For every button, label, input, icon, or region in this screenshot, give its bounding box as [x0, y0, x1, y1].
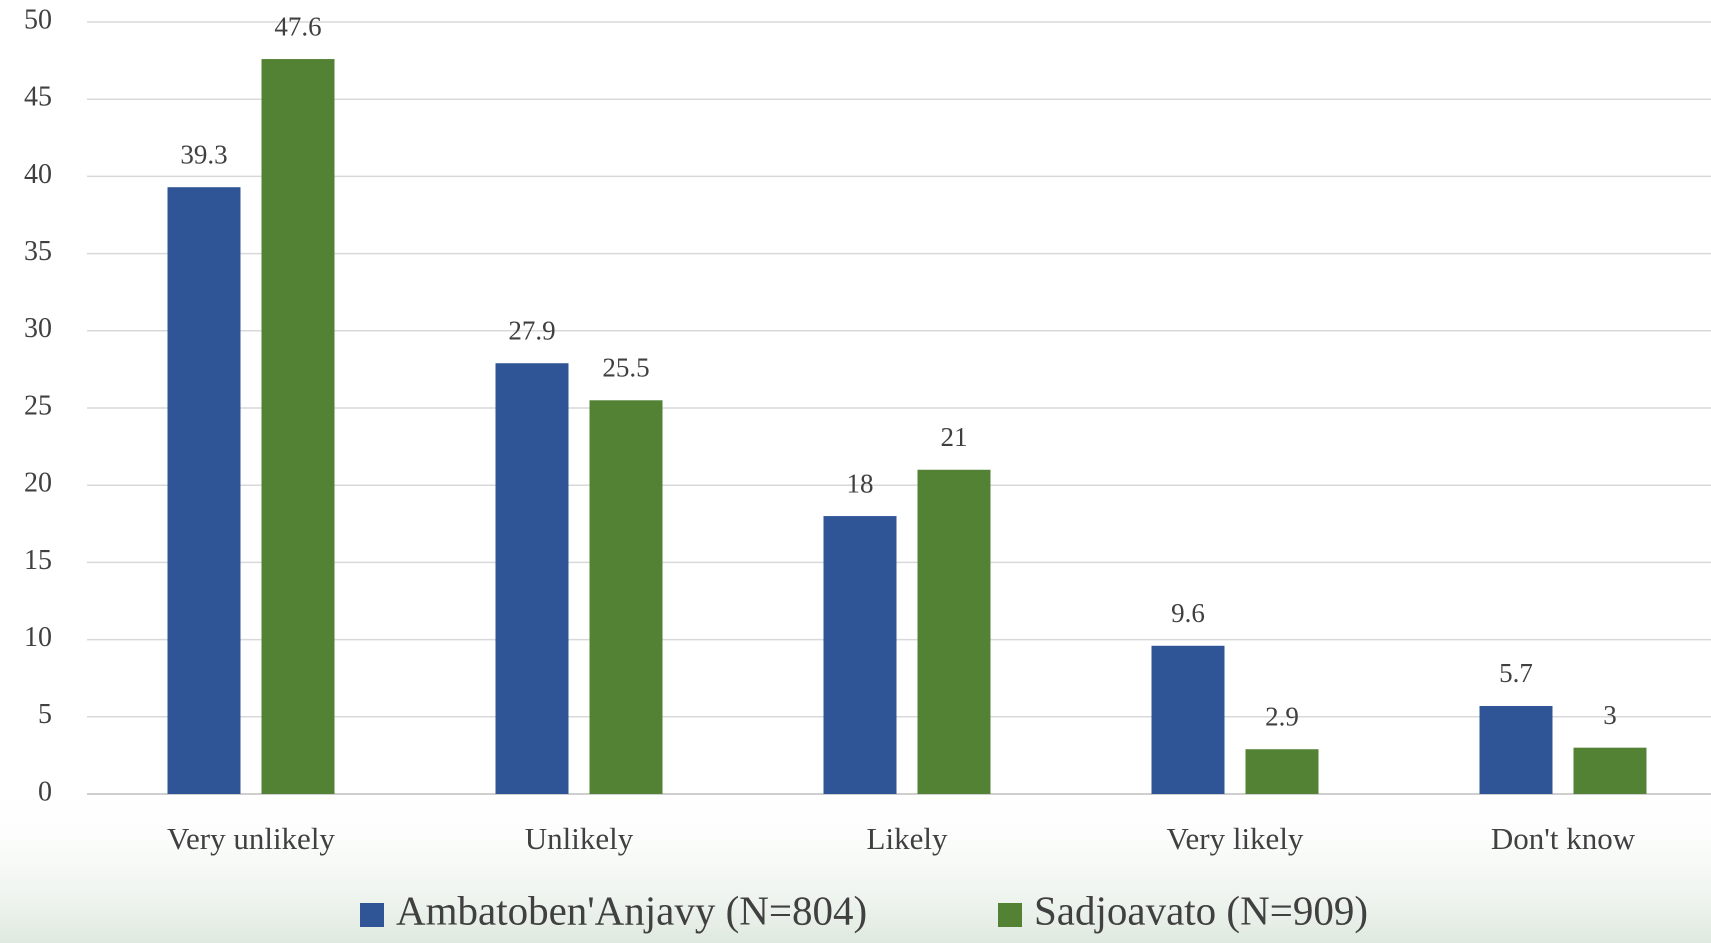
y-tick-label: 45	[24, 82, 52, 113]
bar	[1151, 645, 1225, 794]
x-tick-label: Don't know	[1491, 821, 1636, 856]
bar	[1573, 747, 1647, 794]
legend-swatch	[360, 903, 384, 927]
data-label: 25.5	[602, 352, 649, 382]
legend-swatch	[998, 903, 1022, 927]
data-label: 47.6	[274, 11, 321, 41]
y-tick-label: 15	[24, 545, 52, 576]
y-tick-label: 10	[24, 622, 52, 653]
x-tick-label: Very likely	[1167, 821, 1304, 856]
data-label: 3	[1603, 700, 1617, 730]
y-tick-label: 5	[38, 699, 52, 730]
y-tick-label: 35	[24, 236, 52, 267]
legend-label: Sadjoavato (N=909)	[1034, 887, 1368, 933]
legend-label: Ambatoben'Anjavy (N=804)	[396, 887, 867, 933]
bar	[167, 187, 241, 794]
bar	[1245, 749, 1319, 794]
x-tick-label: Unlikely	[525, 821, 634, 856]
data-label: 21	[941, 422, 968, 452]
x-tick-label: Very unlikely	[167, 821, 335, 856]
bar	[495, 363, 569, 794]
bar	[1479, 705, 1553, 794]
data-label: 39.3	[180, 139, 227, 169]
bar	[589, 400, 663, 794]
y-tick-label: 25	[24, 390, 52, 421]
background-foliage	[0, 780, 1711, 943]
data-label: 18	[847, 468, 874, 498]
data-label: 5.7	[1499, 658, 1533, 688]
data-label: 9.6	[1171, 598, 1205, 628]
y-tick-label: 20	[24, 468, 52, 499]
y-tick-label: 30	[24, 313, 52, 344]
bar	[823, 516, 897, 794]
y-tick-label: 40	[24, 159, 52, 190]
y-tick-label: 50	[24, 4, 52, 35]
data-label: 2.9	[1265, 701, 1299, 731]
bar	[917, 469, 991, 794]
x-tick-label: Likely	[867, 821, 948, 856]
bar	[261, 59, 335, 794]
y-tick-label: 0	[38, 776, 52, 807]
data-label: 27.9	[508, 315, 555, 345]
